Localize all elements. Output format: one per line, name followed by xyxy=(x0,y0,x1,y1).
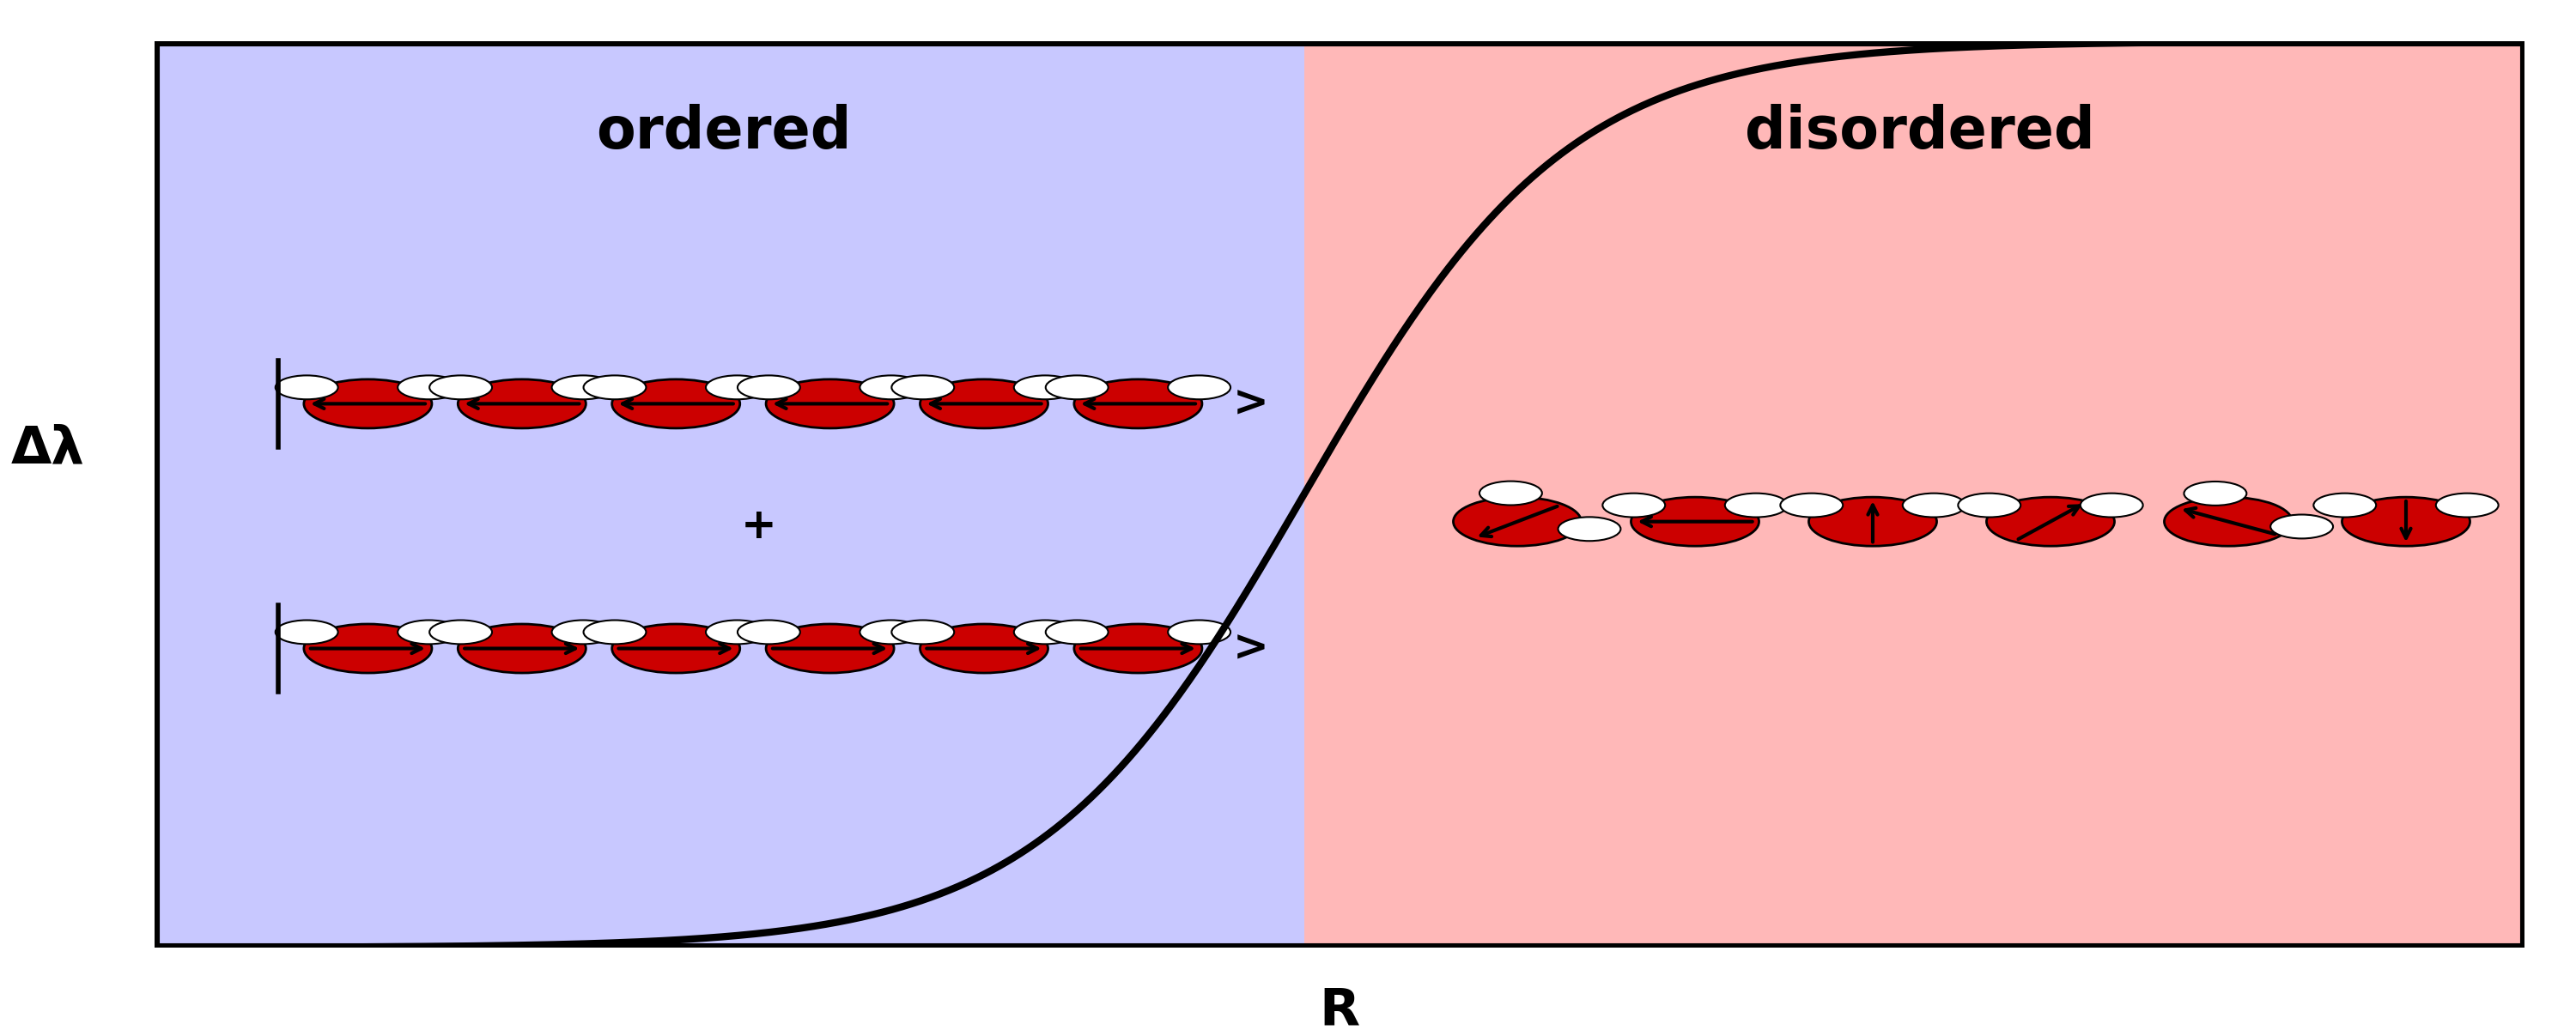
Circle shape xyxy=(1074,624,1203,673)
Circle shape xyxy=(706,375,768,400)
Circle shape xyxy=(430,375,492,400)
Circle shape xyxy=(891,375,953,400)
Circle shape xyxy=(397,620,461,644)
Circle shape xyxy=(585,375,647,400)
Text: >: > xyxy=(1234,383,1270,424)
Circle shape xyxy=(304,624,433,673)
Circle shape xyxy=(585,620,647,644)
Circle shape xyxy=(737,375,801,400)
Circle shape xyxy=(891,620,953,644)
Text: ordered: ordered xyxy=(595,103,850,160)
Circle shape xyxy=(1046,375,1108,400)
Circle shape xyxy=(2437,493,2499,517)
Circle shape xyxy=(2081,493,2143,517)
Circle shape xyxy=(1958,493,2020,517)
Text: Δλ: Δλ xyxy=(10,423,85,475)
Bar xyxy=(155,41,1303,948)
Circle shape xyxy=(1808,497,1937,546)
Circle shape xyxy=(1602,493,1664,517)
Circle shape xyxy=(2269,515,2334,539)
Circle shape xyxy=(2313,493,2375,517)
Circle shape xyxy=(1074,379,1203,428)
Circle shape xyxy=(860,375,922,400)
Circle shape xyxy=(1986,497,2115,546)
Text: >: > xyxy=(1234,628,1270,670)
Circle shape xyxy=(459,379,585,428)
Circle shape xyxy=(613,379,739,428)
Circle shape xyxy=(1904,493,1965,517)
Circle shape xyxy=(1167,620,1231,644)
Circle shape xyxy=(2184,481,2246,506)
Circle shape xyxy=(1167,375,1231,400)
Circle shape xyxy=(397,375,461,400)
Circle shape xyxy=(1726,493,1788,517)
Circle shape xyxy=(1015,620,1077,644)
Circle shape xyxy=(2164,497,2293,546)
Circle shape xyxy=(920,624,1048,673)
Circle shape xyxy=(2342,497,2470,546)
Circle shape xyxy=(430,620,492,644)
Circle shape xyxy=(1780,493,1842,517)
Circle shape xyxy=(860,620,922,644)
Bar xyxy=(1303,41,2524,948)
Text: R: R xyxy=(1319,986,1360,1030)
Circle shape xyxy=(551,620,613,644)
Circle shape xyxy=(737,620,801,644)
Circle shape xyxy=(613,624,739,673)
Circle shape xyxy=(1453,497,1582,546)
Circle shape xyxy=(276,375,337,400)
Circle shape xyxy=(706,620,768,644)
Circle shape xyxy=(551,375,613,400)
Circle shape xyxy=(1631,497,1759,546)
Circle shape xyxy=(304,379,433,428)
Circle shape xyxy=(1046,620,1108,644)
Text: +: + xyxy=(742,506,778,547)
Circle shape xyxy=(459,624,585,673)
Circle shape xyxy=(1015,375,1077,400)
Circle shape xyxy=(765,379,894,428)
Circle shape xyxy=(1479,481,1543,505)
Circle shape xyxy=(276,620,337,644)
Circle shape xyxy=(1558,517,1620,541)
Text: disordered: disordered xyxy=(1744,103,2094,160)
Circle shape xyxy=(765,624,894,673)
Circle shape xyxy=(920,379,1048,428)
